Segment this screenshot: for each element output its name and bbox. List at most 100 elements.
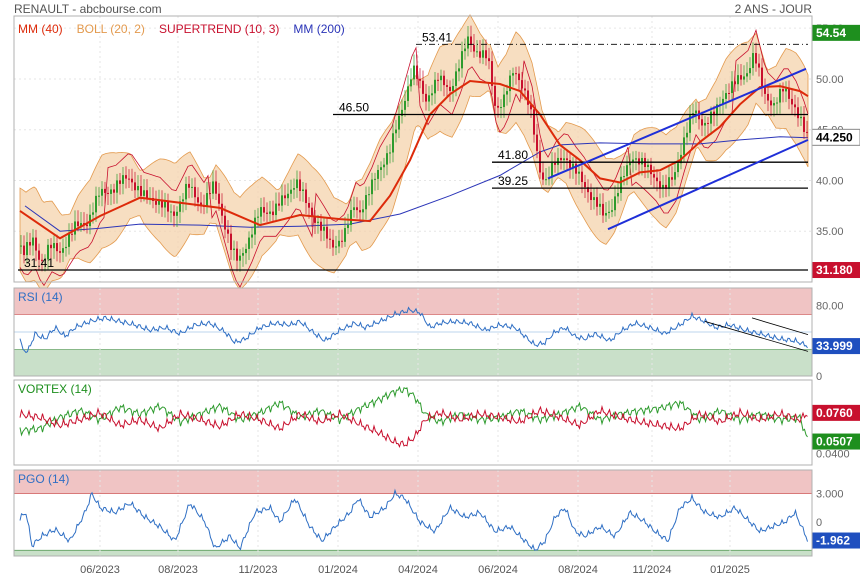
candle-body [440, 75, 442, 81]
candle-body [770, 100, 772, 106]
x-axis-tick: 01/2025 [710, 564, 750, 576]
candle-body [245, 248, 247, 254]
chart-title: RENAULT - abcbourse.com [14, 2, 162, 16]
price-badge: 44.250 [811, 128, 860, 146]
rsi-badge-text: 33.999 [816, 339, 853, 353]
candle-body [617, 193, 619, 197]
level-label: 39.25 [498, 174, 528, 188]
candle-body [257, 216, 259, 218]
candle-body [605, 213, 607, 216]
candle-body [71, 233, 73, 235]
candle-body [104, 188, 106, 193]
candle-body [413, 65, 415, 80]
pgo-badge-text: -1.962 [816, 534, 850, 548]
price-badge: 31.180 [812, 262, 860, 279]
candle-body [137, 185, 139, 191]
x-axis-tick: 11/2024 [633, 564, 672, 576]
candle-body [461, 51, 463, 69]
rsi-badge: 33.999 [812, 338, 860, 355]
candle-body [494, 85, 496, 106]
candle-body [584, 182, 586, 188]
candle-body [695, 110, 697, 114]
candle-body [200, 202, 202, 206]
chart-period: 2 ANS - JOUR [734, 2, 812, 16]
level-label: 46.50 [339, 100, 369, 114]
candle-body [572, 163, 574, 168]
candle-body [140, 185, 142, 196]
candle-body [467, 36, 469, 49]
trend-channel-line [607, 138, 809, 231]
candle-body [26, 242, 28, 256]
candle-body [659, 181, 661, 189]
candle-body [422, 80, 424, 94]
candle-body [290, 189, 292, 194]
candle-body [791, 98, 793, 105]
candle-body [284, 195, 286, 199]
pgo-panel-frame [13, 469, 813, 557]
candle-body [167, 201, 169, 212]
candle-body [38, 250, 40, 260]
candle-body [779, 89, 781, 103]
candle-body [362, 209, 364, 213]
candle-body [626, 165, 628, 177]
candle-body [218, 193, 220, 204]
candle-body [356, 207, 358, 211]
level-label: 53.41 [422, 30, 452, 44]
candle-body [56, 243, 58, 252]
candle-body [407, 86, 409, 101]
candle-body [587, 187, 589, 193]
candle-body [116, 180, 118, 193]
pgo-title: PGO (14) [18, 472, 69, 486]
candle-body [293, 188, 295, 190]
candle-body [758, 63, 760, 68]
candle-body [173, 211, 175, 216]
candle-body [143, 190, 145, 196]
candle-body [215, 181, 217, 194]
candle-body [344, 228, 346, 242]
candle-body [431, 93, 433, 96]
rsi-overbought-zone [14, 288, 812, 315]
candle-body [662, 184, 664, 189]
candle-body [383, 164, 385, 168]
candle-body [782, 89, 784, 92]
candle-body [89, 214, 91, 227]
candle-body [566, 158, 568, 161]
x-axis-tick: 06/2023 [80, 564, 120, 576]
candle-body [710, 111, 712, 124]
pgo-low-zone [14, 550, 812, 556]
candle-body [476, 51, 478, 53]
candle-body [518, 73, 520, 81]
candle-body [170, 211, 172, 213]
candle-body [479, 51, 481, 58]
candle-body [785, 88, 787, 92]
candle-body [611, 210, 613, 212]
pgo-axis-tick: 3.000 [816, 489, 844, 501]
candle-body [794, 104, 796, 108]
price-badge: 54.54 [812, 24, 860, 41]
mm200-line [24, 136, 809, 232]
candle-body [182, 199, 184, 202]
candle-body [686, 132, 688, 138]
candle-body [389, 152, 391, 154]
candle-body [428, 95, 430, 102]
candle-body [47, 244, 49, 260]
candle-body [86, 224, 88, 227]
candle-body [737, 75, 739, 85]
vortex-minus-line [19, 404, 808, 448]
candle-body [359, 210, 361, 213]
candle-body [788, 88, 790, 99]
candle-body [329, 238, 331, 240]
candle-body [194, 186, 196, 198]
candle-body [365, 195, 367, 210]
candle-body [557, 157, 559, 165]
candle-body [50, 244, 52, 249]
candle-body [23, 245, 25, 256]
candle-body [551, 162, 553, 178]
candle-body [533, 109, 535, 135]
rsi-trendline [751, 317, 809, 336]
rsi-line [19, 306, 808, 354]
candle-body [398, 115, 400, 130]
candle-body [158, 199, 160, 205]
vortex-badge-text: 0.0507 [816, 435, 853, 449]
